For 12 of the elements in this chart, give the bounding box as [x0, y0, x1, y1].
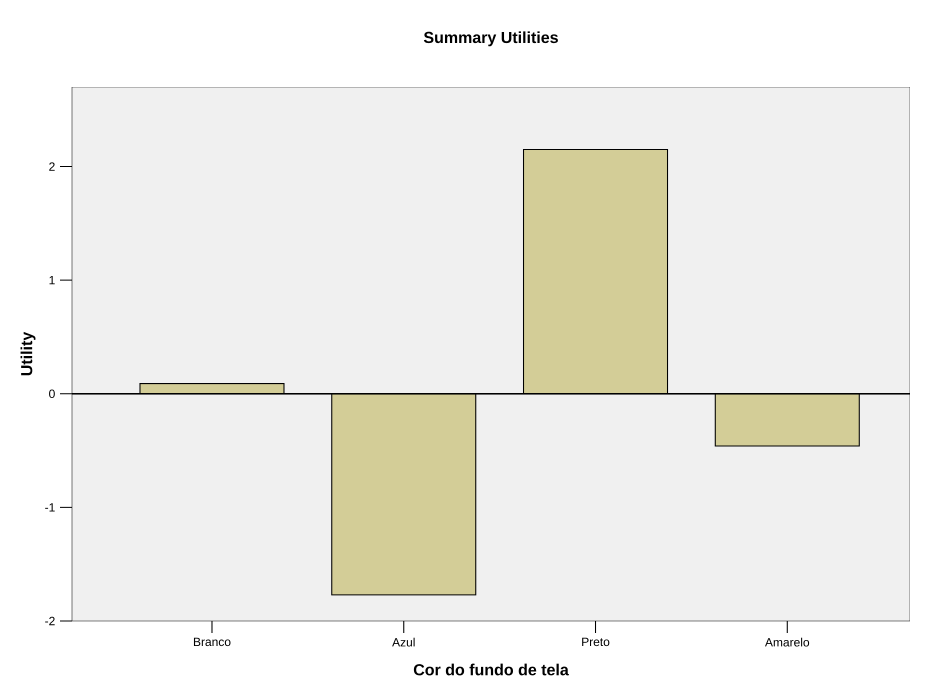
y-tick-label: 2	[49, 162, 55, 171]
x-tick-label: Amarelo	[764, 638, 810, 647]
chart-title: Summary Utilities	[424, 31, 558, 46]
x-tick-label: Preto	[582, 638, 610, 646]
y-axis-title: Utility	[20, 332, 36, 376]
x-tick-label: Azul	[392, 638, 415, 647]
y-tick-label: -1	[45, 503, 55, 512]
y-tick-label: 1	[50, 276, 55, 284]
y-tick-label: -2	[45, 616, 55, 626]
x-axis-title: Cor do fundo de tela	[414, 664, 569, 676]
y-tick-label: 0	[49, 390, 55, 398]
x-tick-label: Branco	[194, 638, 230, 646]
